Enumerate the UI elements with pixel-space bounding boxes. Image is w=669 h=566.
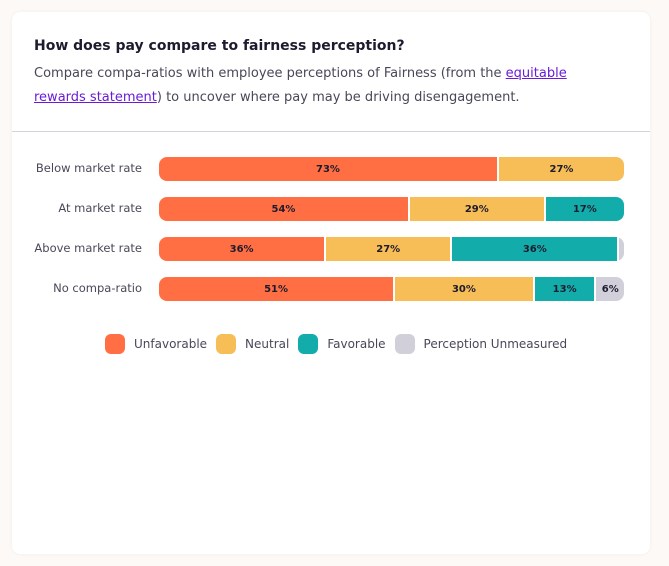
category-label: Below market rate [35,161,142,175]
bar-segment-perception-unmeasured[interactable] [619,237,624,261]
bar-segment-neutral[interactable]: 27% [326,237,451,261]
legend-label: Favorable [327,337,386,351]
bar-segment-neutral[interactable]: 30% [395,277,533,301]
bar-row: At market rate 54% 29% 17% [12,197,650,221]
bar-segment-neutral[interactable]: 27% [498,157,624,181]
stacked-bar: 73% 27% [159,157,624,181]
bar-segment-unfavorable[interactable]: 73% [159,157,497,181]
category-label: At market rate [58,201,142,215]
legend-item[interactable]: Favorable [298,334,386,354]
bar-segment-perception-unmeasured[interactable]: 6% [596,277,624,301]
legend: Unfavorable Neutral Favorable Perception Un… [105,334,576,354]
bar-row: Below market rate 73% 27% [12,157,650,181]
bar-segment-favorable[interactable]: 36% [452,237,618,261]
bar-row: No compa-ratio 51% 30% 13% 6% [12,277,650,301]
bar-segment-neutral[interactable]: 29% [409,197,544,221]
bar-segment-unfavorable[interactable]: 51% [159,277,394,301]
chart-card: How does pay compare to fairness percept… [12,12,650,554]
bar-segment-favorable[interactable]: 17% [545,197,624,221]
equitable-rewards-link[interactable]: equitable rewards statement [34,66,567,105]
chart-title: How does pay compare to fairness percept… [34,38,405,54]
stacked-bar: 54% 29% 17% [159,197,624,221]
legend-item[interactable]: Perception Unmeasured [394,334,568,354]
category-label: Above market rate [34,241,142,255]
legend-swatch [105,334,125,354]
bar-row: Above market rate 36% 27% 36% [12,237,650,261]
legend-label: Unfavorable [134,337,208,351]
category-label: No compa-ratio [53,281,142,295]
legend-item[interactable]: Neutral [216,334,289,354]
stacked-bar: 36% 27% 36% [159,237,624,261]
legend-swatch [298,334,319,354]
bar-segment-unfavorable[interactable]: 54% [159,197,408,221]
legend-label: Neutral [245,337,290,351]
divider [12,131,650,132]
desc-text: Compare compa-ratios with employee perce… [34,66,506,81]
legend-item[interactable]: Unfavorable [105,334,207,354]
bar-segment-unfavorable[interactable]: 36% [159,237,325,261]
stacked-bar: 51% 30% 13% 6% [159,277,624,301]
legend-swatch [216,334,237,354]
legend-swatch [394,334,415,354]
chart-description: Compare compa-ratios with employee perce… [34,62,604,110]
desc-text-end: ) to uncover where pay may be driving di… [156,90,520,105]
legend-label: Perception Unmeasured [423,337,568,351]
bar-segment-favorable[interactable]: 13% [534,277,595,301]
